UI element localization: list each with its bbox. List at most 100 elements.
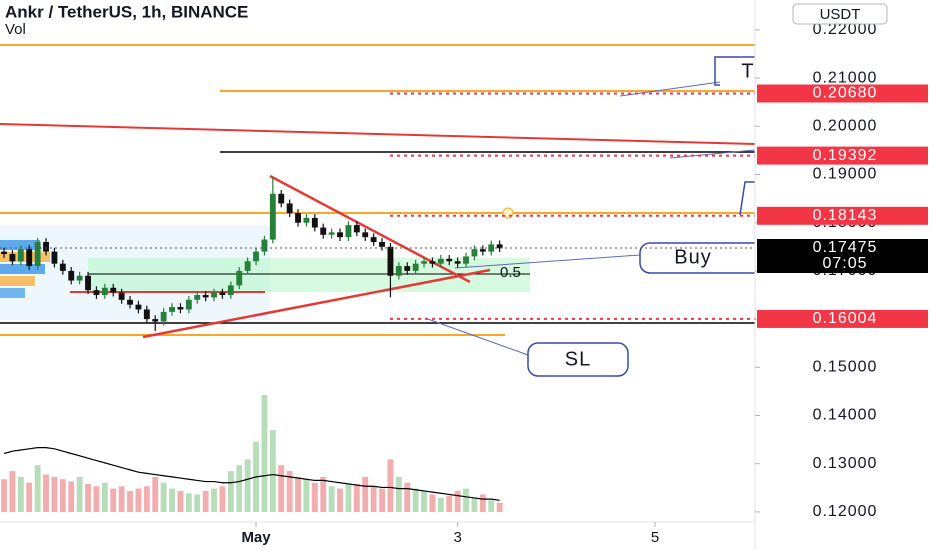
volume-bar	[101, 482, 108, 512]
candle-body	[194, 295, 201, 300]
volume-bar	[85, 483, 91, 512]
price-tag-label: 0.17475	[813, 239, 878, 256]
drawings: T Buy SL 0.5	[0, 44, 771, 377]
candle-body	[429, 261, 436, 264]
volume-bar	[278, 465, 285, 512]
candle-body	[76, 275, 83, 281]
volume-bar	[26, 482, 33, 512]
volume-bar	[1, 479, 7, 512]
candle-body	[463, 256, 469, 264]
currency-box[interactable]	[792, 3, 888, 25]
y-tick-label: 0.14000	[813, 407, 878, 424]
volume-bar	[286, 471, 293, 512]
candle-body	[219, 292, 226, 296]
candle-body	[93, 290, 100, 296]
candle-body	[135, 304, 142, 310]
y-tick-label: 0.20000	[813, 118, 878, 135]
callout-line	[669, 149, 756, 159]
profile	[0, 288, 25, 298]
volume-bar	[379, 488, 385, 512]
callout-line	[454, 254, 641, 269]
volume-bar	[463, 488, 469, 512]
y-tick-label: 0.22000	[813, 21, 878, 38]
candle-body	[253, 251, 259, 262]
volume-bar	[160, 482, 167, 512]
volume-bar	[93, 486, 100, 512]
candle-body	[236, 270, 243, 286]
volume-bar	[395, 476, 402, 512]
volume-bar	[295, 476, 301, 512]
candle-body	[68, 270, 75, 281]
volume-bar	[387, 459, 394, 512]
volume-bar	[211, 488, 217, 512]
candle-body	[496, 244, 503, 249]
volume-bar	[236, 465, 243, 512]
currency-label[interactable]: USDT	[820, 6, 861, 23]
volume-bar	[219, 486, 226, 512]
volume-bar	[152, 476, 159, 512]
candle-body	[353, 225, 360, 233]
volume-bar	[353, 483, 360, 512]
candle-body	[446, 258, 453, 262]
volume-bar	[421, 490, 427, 512]
price-tag	[757, 206, 928, 225]
candle-body	[320, 227, 327, 235]
volume-ma	[3, 447, 500, 501]
volume-bar	[244, 459, 251, 512]
candle-body	[437, 258, 444, 264]
volume-bar	[320, 476, 327, 512]
x-tick-label: 5	[651, 529, 659, 546]
profile	[0, 240, 40, 250]
candle-body	[421, 261, 427, 264]
candle-body	[395, 266, 402, 276]
candle-body	[412, 263, 419, 271]
volume-bar	[261, 395, 268, 512]
candle-body	[169, 307, 175, 312]
profile	[0, 276, 35, 286]
candle-body	[101, 287, 108, 296]
volume-bar	[488, 500, 495, 512]
volume-bar	[227, 471, 234, 512]
volume-bar	[437, 497, 444, 512]
price-tag-label: 0.19392	[813, 147, 878, 164]
volume-bar	[127, 490, 133, 512]
candle-body	[278, 193, 285, 204]
volume-bar	[135, 488, 142, 512]
sl-label: SL	[565, 348, 591, 370]
candle-body	[43, 241, 49, 252]
price-tag	[757, 146, 928, 165]
candle-body	[286, 203, 293, 214]
candle-body	[244, 261, 251, 271]
callout-box	[527, 342, 629, 377]
volume-bar	[412, 488, 419, 512]
price-tag	[757, 309, 928, 328]
volume-bar	[43, 474, 49, 512]
volume-bar	[9, 471, 16, 512]
candle-body	[160, 311, 167, 322]
countdown-label: 07:05	[822, 255, 867, 272]
candle-body	[59, 263, 66, 271]
buy-label: Buy	[674, 246, 711, 268]
candle-body	[143, 309, 150, 320]
volume-bar	[446, 495, 453, 512]
trend-line	[269, 174, 471, 284]
volume-bar	[345, 482, 352, 512]
volume-bar	[17, 476, 24, 512]
marks	[0, 92, 755, 512]
candle-body	[85, 275, 91, 291]
candle-body	[17, 249, 24, 262]
volume-bar	[454, 490, 461, 512]
volume-bar	[110, 488, 117, 512]
candle-body	[328, 232, 335, 235]
volume-bar	[185, 493, 192, 512]
volume-bar	[169, 488, 175, 512]
volume-bar	[68, 481, 75, 512]
volume-bar	[118, 486, 125, 512]
candle-body	[370, 237, 377, 242]
x-tick-label: 3	[453, 529, 461, 546]
price-tag-label: 0.20680	[813, 85, 878, 102]
volume-bar	[362, 476, 369, 512]
callout-line	[424, 317, 529, 356]
volume-bar	[471, 497, 478, 512]
